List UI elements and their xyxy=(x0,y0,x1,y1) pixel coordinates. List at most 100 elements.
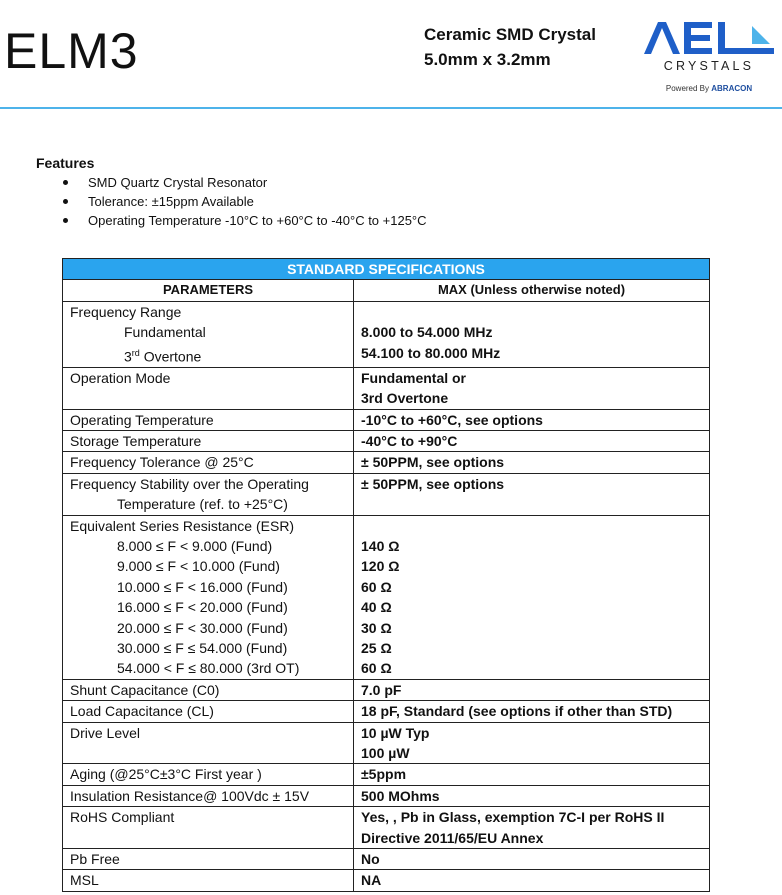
header-divider xyxy=(0,107,782,109)
parameter-line xyxy=(70,828,346,848)
feature-item: Operating Temperature -10°C to +60°C to … xyxy=(63,213,427,228)
column-header-max: MAX (Unless otherwise noted) xyxy=(353,279,710,302)
parameter-cell: MSL xyxy=(62,869,354,892)
parameter-line: 20.000 ≤ F < 30.000 (Fund) xyxy=(117,619,288,636)
column-header-parameters: PARAMETERS xyxy=(62,279,354,302)
parameter-cell: Frequency Tolerance @ 25°C xyxy=(62,451,354,474)
parameter-line xyxy=(70,743,346,763)
value-line: 100 µW xyxy=(361,745,410,761)
value-line: 8.000 to 54.000 MHz xyxy=(361,324,493,341)
parameter-line: Temperature (ref. to +25°C) xyxy=(117,496,288,513)
value-cell: 8.000 to 54.000 MHz 54.100 to 80.000 MHz xyxy=(353,300,710,368)
parameter-line: Frequency Stability over the Operating xyxy=(70,475,309,492)
feature-item: Tolerance: ±15ppm Available xyxy=(63,192,427,211)
parameter-cell: Operating Temperature xyxy=(62,408,354,431)
value-line: 120 Ω xyxy=(361,558,400,575)
table-row: Drive Level 10 µW Typ 100 µW xyxy=(62,721,710,765)
parameter-cell: RoHS Compliant xyxy=(62,806,354,850)
parameter-line: Storage Temperature xyxy=(70,432,202,449)
parameter-line: Drive Level xyxy=(70,724,141,741)
parameter-cell: Aging (@25°C±3°C First year ) xyxy=(62,763,354,786)
value-line: 10 µW Typ xyxy=(361,724,430,741)
parameter-cell: Load Capacitance (CL) xyxy=(62,700,354,723)
value-cell: No xyxy=(353,848,710,871)
parameter-line: Pb Free xyxy=(70,851,120,868)
value-cell: Fundamental or 3rd Overtone xyxy=(353,366,710,410)
page-title: ELM3 xyxy=(4,23,139,79)
value-line: Yes, , Pb in Glass, exemption 7C-I per R… xyxy=(361,809,665,826)
value-line: 60 Ω xyxy=(361,578,392,595)
feature-item: SMD Quartz Crystal Resonator xyxy=(63,173,427,192)
value-line: -40°C to +90°C xyxy=(361,432,458,449)
table-row: Aging (@25°C±3°C First year ) ±5ppm xyxy=(62,763,710,786)
parameter-cell: Equivalent Series Resistance (ESR) 8.000 … xyxy=(62,514,354,680)
value-line: 18 pF, Standard (see options if other th… xyxy=(361,703,673,720)
parameter-cell: Frequency Range Fundamental 3rd Overtone xyxy=(62,300,354,368)
parameter-line: 30.000 ≤ F ≤ 54.000 (Fund) xyxy=(117,639,288,656)
parameter-line: Frequency Range xyxy=(70,303,182,320)
table-row: Insulation Resistance@ 100Vdc ± 15V 500 M… xyxy=(62,784,710,808)
value-line: Fundamental or xyxy=(361,369,467,386)
parameter-line: MSL xyxy=(70,872,99,889)
value-cell: 140 Ω 120 Ω 60 Ω 40 Ω 30 Ω 25 Ω 60 Ω xyxy=(353,514,710,680)
value-cell: ±5ppm xyxy=(353,763,710,786)
table-row: Frequency Stability over the Operating Te… xyxy=(62,472,710,516)
value-line: 500 MOhms xyxy=(361,787,440,804)
value-line: 40 Ω xyxy=(361,599,392,616)
specifications-table: STANDARD SPECIFICATIONS PARAMETERS MAX (… xyxy=(62,257,710,892)
features-heading: Features xyxy=(36,155,95,171)
parameter-line: 9.000 ≤ F < 10.000 (Fund) xyxy=(117,558,280,575)
value-line: 54.100 to 80.000 MHz xyxy=(361,344,501,361)
parameter-line: RoHS Compliant xyxy=(70,809,175,826)
parameter-cell: Operation Mode xyxy=(62,366,354,410)
parameter-cell: Storage Temperature xyxy=(62,429,354,453)
value-cell: NA xyxy=(353,869,710,892)
subtitle-line: 5.0mm x 3.2mm xyxy=(424,50,551,69)
value-cell: 7.0 pF xyxy=(353,678,710,702)
parameter-line: Insulation Resistance@ 100Vdc ± 15V xyxy=(70,787,310,804)
value-cell: ± 50PPM, see options xyxy=(353,451,710,474)
value-cell: 18 pF, Standard (see options if other th… xyxy=(353,700,710,723)
parameter-line: 16.000 ≤ F < 20.000 (Fund) xyxy=(117,599,288,616)
parameter-line: Shunt Capacitance (C0) xyxy=(70,681,220,698)
table-row: Load Capacitance (CL) 18 pF, Standard (se… xyxy=(62,700,710,723)
parameter-line: 54.000 < F ≤ 80.000 (3rd OT) xyxy=(117,660,300,677)
table-title: STANDARD SPECIFICATIONS xyxy=(62,257,710,281)
parameter-line: 10.000 ≤ F < 16.000 (Fund) xyxy=(117,578,288,595)
table-row: Frequency Range Fundamental 3rd Overtone 8… xyxy=(62,300,710,368)
value-line xyxy=(361,516,702,536)
value-line xyxy=(361,494,702,514)
table-row: RoHS Compliant Yes, , Pb in Glass, exemp… xyxy=(62,806,710,850)
svg-text:CRYSTALS: CRYSTALS xyxy=(664,59,754,73)
value-line: 30 Ω xyxy=(361,619,392,636)
value-cell: Yes, , Pb in Glass, exemption 7C-I per R… xyxy=(353,806,710,850)
table-row: Storage Temperature -40°C to +90°C xyxy=(62,429,710,453)
table-row: Equivalent Series Resistance (ESR) 8.000 … xyxy=(62,514,710,680)
table-row: Frequency Tolerance @ 25°C ± 50PPM, see o… xyxy=(62,451,710,474)
value-line: 140 Ω xyxy=(361,537,400,554)
parameter-line: Operation Mode xyxy=(70,369,171,386)
parameter-line: Operating Temperature xyxy=(70,411,214,428)
value-line: No xyxy=(361,851,380,868)
parameter-line: Load Capacitance (CL) xyxy=(70,703,214,720)
value-line: 7.0 pF xyxy=(361,681,402,698)
value-line: ± 50PPM, see options xyxy=(361,454,505,471)
parameter-cell: Pb Free xyxy=(62,848,354,871)
value-cell: 500 MOhms xyxy=(353,784,710,808)
table-row: Shunt Capacitance (C0) 7.0 pF xyxy=(62,678,710,702)
product-subtitle: Ceramic SMD Crystal 5.0mm x 3.2mm xyxy=(424,22,596,72)
value-line: 25 Ω xyxy=(361,639,392,656)
parameter-line xyxy=(70,388,346,408)
value-line: -10°C to +60°C, see options xyxy=(361,411,543,428)
value-line xyxy=(361,302,702,322)
parameter-cell: Insulation Resistance@ 100Vdc ± 15V xyxy=(62,784,354,808)
svg-text:Powered By ABRACON: Powered By ABRACON xyxy=(666,84,752,93)
parameter-line: Equivalent Series Resistance (ESR) xyxy=(70,517,295,534)
value-cell: ± 50PPM, see options xyxy=(353,472,710,516)
value-cell: -10°C to +60°C, see options xyxy=(353,408,710,431)
parameter-cell: Drive Level xyxy=(62,721,354,765)
subtitle-line: Ceramic SMD Crystal xyxy=(424,25,596,44)
parameter-line: 8.000 ≤ F < 9.000 (Fund) xyxy=(117,537,273,554)
value-cell: -40°C to +90°C xyxy=(353,429,710,453)
value-cell: 10 µW Typ 100 µW xyxy=(353,721,710,765)
